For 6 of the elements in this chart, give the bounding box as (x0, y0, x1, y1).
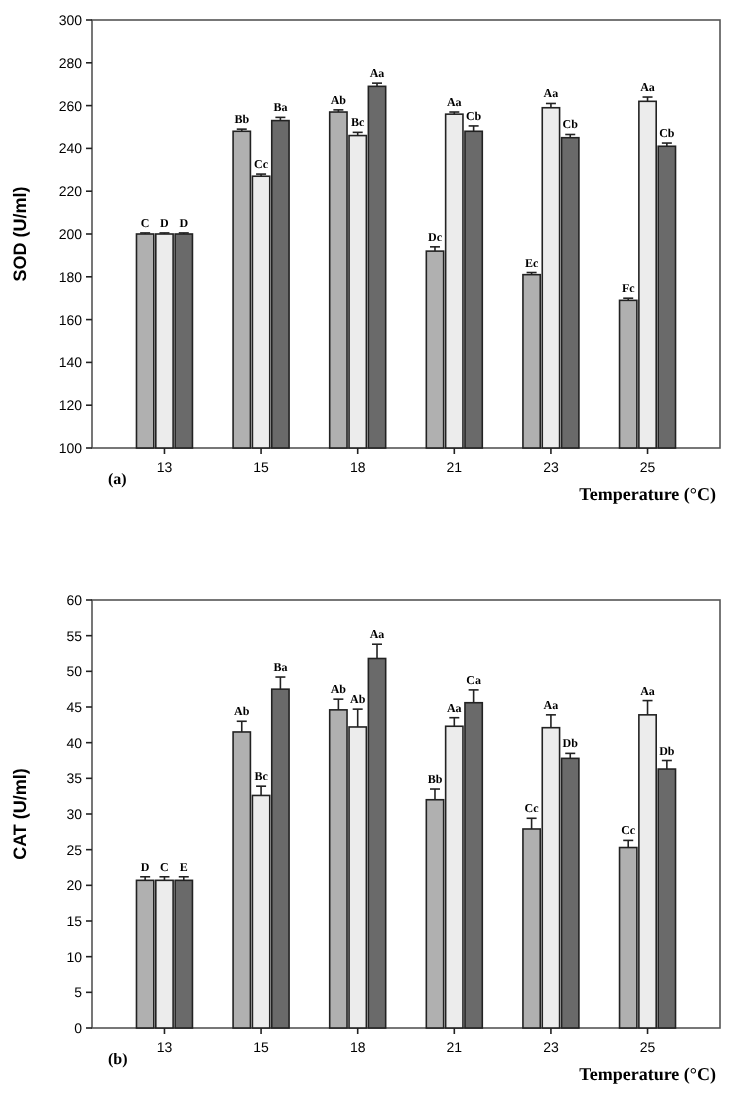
text: (a) (108, 470, 128, 488)
y-axis-title: CAT (U/ml) (10, 768, 30, 860)
x-axis-title: Temperature (°C) (579, 484, 716, 504)
y-axis-title: SOD (U/ml) (10, 186, 30, 282)
x-axis-title: Temperature (°C) (579, 1064, 716, 1084)
text: (b) (108, 1050, 129, 1068)
